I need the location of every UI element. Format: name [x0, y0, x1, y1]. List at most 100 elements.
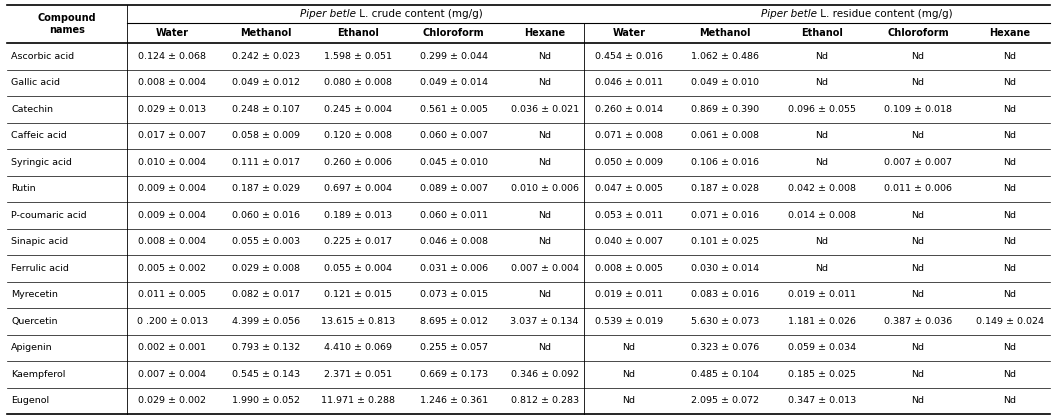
Text: Nd: Nd [1003, 237, 1016, 246]
Text: 0.008 ± 0.005: 0.008 ± 0.005 [595, 264, 663, 273]
Text: Nd: Nd [1003, 184, 1016, 193]
Text: 0.073 ± 0.015: 0.073 ± 0.015 [419, 290, 488, 299]
Text: 1.062 ± 0.486: 1.062 ± 0.486 [691, 52, 758, 61]
Text: Rutin: Rutin [11, 184, 36, 193]
Text: 0.029 ± 0.008: 0.029 ± 0.008 [232, 264, 300, 273]
Text: 8.695 ± 0.012: 8.695 ± 0.012 [419, 317, 488, 326]
Text: Methanol: Methanol [240, 28, 291, 38]
Text: Nd: Nd [622, 396, 636, 405]
Text: Nd: Nd [622, 343, 636, 352]
Text: 0.111 ± 0.017: 0.111 ± 0.017 [232, 158, 300, 167]
Text: 0.697 ± 0.004: 0.697 ± 0.004 [324, 184, 393, 193]
Text: 0.561 ± 0.005: 0.561 ± 0.005 [419, 105, 488, 114]
Text: 0.031 ± 0.006: 0.031 ± 0.006 [419, 264, 488, 273]
Text: Eugenol: Eugenol [11, 396, 50, 405]
Text: 0.189 ± 0.013: 0.189 ± 0.013 [324, 211, 393, 220]
Text: Syringic acid: Syringic acid [11, 158, 72, 167]
Text: Ethanol: Ethanol [800, 28, 843, 38]
Text: 0.049 ± 0.010: 0.049 ± 0.010 [691, 78, 758, 87]
Text: Chloroform: Chloroform [422, 28, 485, 38]
Text: 0.071 ± 0.008: 0.071 ± 0.008 [595, 131, 663, 140]
Text: 0.089 ± 0.007: 0.089 ± 0.007 [419, 184, 488, 193]
Text: Methanol: Methanol [699, 28, 751, 38]
Text: 0.011 ± 0.006: 0.011 ± 0.006 [884, 184, 953, 193]
Text: Water: Water [612, 28, 645, 38]
Text: 1.246 ± 0.361: 1.246 ± 0.361 [419, 396, 488, 405]
Text: 0.029 ± 0.013: 0.029 ± 0.013 [138, 105, 206, 114]
Text: 4.410 ± 0.069: 4.410 ± 0.069 [324, 343, 393, 352]
Text: 0.049 ± 0.014: 0.049 ± 0.014 [419, 78, 488, 87]
Text: Nd: Nd [815, 52, 828, 61]
Text: 0.060 ± 0.007: 0.060 ± 0.007 [419, 131, 488, 140]
Text: 0.083 ± 0.016: 0.083 ± 0.016 [691, 290, 759, 299]
Text: 0.539 ± 0.019: 0.539 ± 0.019 [595, 317, 663, 326]
Text: Nd: Nd [911, 52, 925, 61]
Text: 0.121 ± 0.015: 0.121 ± 0.015 [324, 290, 393, 299]
Text: Nd: Nd [911, 237, 925, 246]
Text: 0.008 ± 0.004: 0.008 ± 0.004 [138, 78, 206, 87]
Text: 0.082 ± 0.017: 0.082 ± 0.017 [232, 290, 300, 299]
Text: Nd: Nd [911, 211, 925, 220]
Text: 0.060 ± 0.016: 0.060 ± 0.016 [232, 211, 300, 220]
Text: 0.260 ± 0.014: 0.260 ± 0.014 [595, 105, 663, 114]
Text: 1.181 ± 0.026: 1.181 ± 0.026 [788, 317, 855, 326]
Text: 0.014 ± 0.008: 0.014 ± 0.008 [788, 211, 855, 220]
Text: Nd: Nd [1003, 211, 1016, 220]
Text: Nd: Nd [539, 78, 551, 87]
Text: Nd: Nd [1003, 105, 1016, 114]
Text: 0.120 ± 0.008: 0.120 ± 0.008 [324, 131, 393, 140]
Text: 0.096 ± 0.055: 0.096 ± 0.055 [788, 105, 855, 114]
Text: 0.010 ± 0.006: 0.010 ± 0.006 [510, 184, 579, 193]
Text: 2.095 ± 0.072: 2.095 ± 0.072 [691, 396, 758, 405]
Text: 0.053 ± 0.011: 0.053 ± 0.011 [595, 211, 663, 220]
Text: 4.399 ± 0.056: 4.399 ± 0.056 [231, 317, 300, 326]
Text: 0.260 ± 0.006: 0.260 ± 0.006 [324, 158, 393, 167]
Text: Nd: Nd [1003, 264, 1016, 273]
Text: 11.971 ± 0.288: 11.971 ± 0.288 [321, 396, 395, 405]
Text: 0.124 ± 0.068: 0.124 ± 0.068 [138, 52, 206, 61]
Text: Nd: Nd [1003, 290, 1016, 299]
Text: Myrecetin: Myrecetin [11, 290, 58, 299]
Text: Compound
names: Compound names [38, 13, 96, 35]
Text: 0.255 ± 0.057: 0.255 ± 0.057 [419, 343, 488, 352]
Text: Nd: Nd [911, 396, 925, 405]
Text: Piper betle: Piper betle [300, 9, 356, 19]
Text: 0.669 ± 0.173: 0.669 ± 0.173 [419, 370, 488, 379]
Text: 0.040 ± 0.007: 0.040 ± 0.007 [595, 237, 663, 246]
Text: Nd: Nd [539, 52, 551, 61]
Text: 0.185 ± 0.025: 0.185 ± 0.025 [788, 370, 855, 379]
Text: 0.347 ± 0.013: 0.347 ± 0.013 [788, 396, 855, 405]
Text: Chloroform: Chloroform [887, 28, 949, 38]
Text: 0.106 ± 0.016: 0.106 ± 0.016 [691, 158, 758, 167]
Text: 0.049 ± 0.012: 0.049 ± 0.012 [232, 78, 300, 87]
Text: 0.050 ± 0.009: 0.050 ± 0.009 [595, 158, 663, 167]
Text: 0.030 ± 0.014: 0.030 ± 0.014 [691, 264, 759, 273]
Text: Nd: Nd [911, 290, 925, 299]
Text: 0.055 ± 0.004: 0.055 ± 0.004 [324, 264, 393, 273]
Text: Nd: Nd [815, 237, 828, 246]
Text: 0.042 ± 0.008: 0.042 ± 0.008 [788, 184, 855, 193]
Text: Nd: Nd [815, 78, 828, 87]
Text: 0.149 ± 0.024: 0.149 ± 0.024 [976, 317, 1043, 326]
Text: Nd: Nd [622, 370, 636, 379]
Text: P-coumaric acid: P-coumaric acid [11, 211, 87, 220]
Text: 0.323 ± 0.076: 0.323 ± 0.076 [691, 343, 759, 352]
Text: 0.017 ± 0.007: 0.017 ± 0.007 [138, 131, 206, 140]
Text: Nd: Nd [539, 343, 551, 352]
Text: 0.545 ± 0.143: 0.545 ± 0.143 [231, 370, 300, 379]
Text: Nd: Nd [1003, 78, 1016, 87]
Text: 0.005 ± 0.002: 0.005 ± 0.002 [138, 264, 206, 273]
Text: Nd: Nd [911, 264, 925, 273]
Text: 0 .200 ± 0.013: 0 .200 ± 0.013 [136, 317, 208, 326]
Text: 0.019 ± 0.011: 0.019 ± 0.011 [788, 290, 855, 299]
Text: 0.248 ± 0.107: 0.248 ± 0.107 [232, 105, 300, 114]
Text: 0.869 ± 0.390: 0.869 ± 0.390 [691, 105, 759, 114]
Text: 0.242 ± 0.023: 0.242 ± 0.023 [231, 52, 300, 61]
Text: 0.812 ± 0.283: 0.812 ± 0.283 [510, 396, 579, 405]
Text: 0.010 ± 0.004: 0.010 ± 0.004 [138, 158, 206, 167]
Text: 0.109 ± 0.018: 0.109 ± 0.018 [884, 105, 953, 114]
Text: L. residue content (mg/g): L. residue content (mg/g) [817, 9, 953, 19]
Text: Nd: Nd [815, 131, 828, 140]
Text: 0.346 ± 0.092: 0.346 ± 0.092 [510, 370, 579, 379]
Text: 0.019 ± 0.011: 0.019 ± 0.011 [595, 290, 663, 299]
